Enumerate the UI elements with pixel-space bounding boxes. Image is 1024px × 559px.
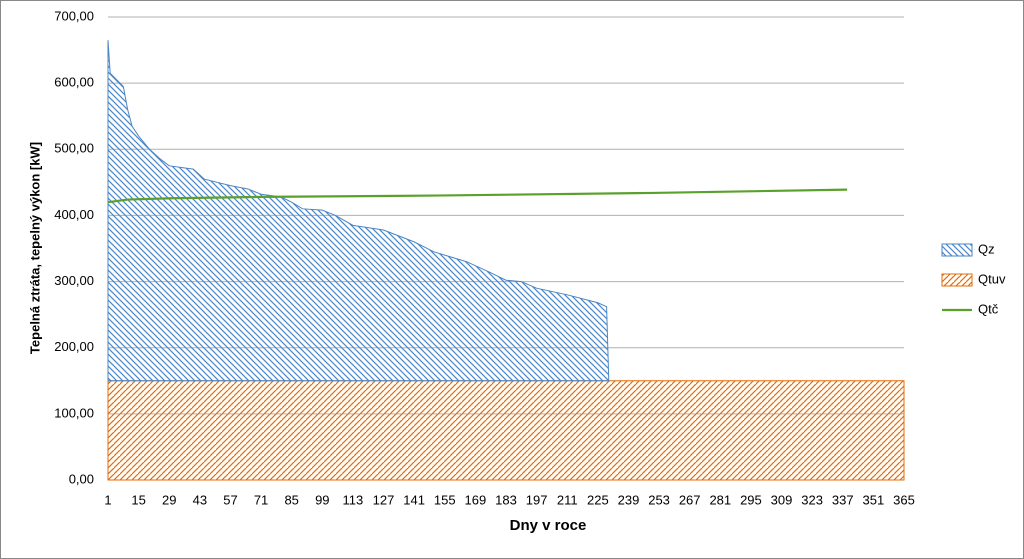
x-tick-label: 197 <box>526 492 548 507</box>
x-tick-label: 323 <box>801 492 823 507</box>
x-tick-label: 183 <box>495 492 517 507</box>
x-tick-label: 127 <box>373 492 395 507</box>
x-tick-label: 29 <box>162 492 176 507</box>
x-tick-label: 225 <box>587 492 609 507</box>
x-tick-label: 365 <box>893 492 915 507</box>
legend-label: Qz <box>978 241 995 256</box>
y-tick-label: 300,00 <box>54 273 94 288</box>
y-tick-label: 400,00 <box>54 207 94 222</box>
x-tick-label: 71 <box>254 492 268 507</box>
legend-swatch <box>941 273 973 287</box>
y-tick-label: 0,00 <box>69 471 94 486</box>
y-axis-title: Tepelná ztráta, tepelný výkon [kW] <box>27 142 42 354</box>
y-tick-label: 700,00 <box>54 8 94 23</box>
legend-swatch <box>941 243 973 257</box>
x-tick-label: 1 <box>104 492 111 507</box>
x-tick-label: 211 <box>557 492 578 507</box>
line <box>107 188 848 204</box>
y-tick-label: 500,00 <box>54 141 94 156</box>
x-tick-label: 99 <box>315 492 329 507</box>
x-tick-label: 155 <box>434 492 456 507</box>
y-tick-label: 100,00 <box>54 405 94 420</box>
legend-label: Qtč <box>978 301 999 316</box>
x-tick-label: 337 <box>832 492 854 507</box>
x-tick-label: 85 <box>284 492 298 507</box>
legend-label: Qtuv <box>978 271 1006 286</box>
x-tick-label: 169 <box>465 492 487 507</box>
x-axis-title: Dny v roce <box>510 517 587 534</box>
x-tick-label: 57 <box>223 492 237 507</box>
x-tick-label: 267 <box>679 492 701 507</box>
area <box>107 380 905 481</box>
area <box>107 40 610 382</box>
x-tick-label: 43 <box>193 492 207 507</box>
y-tick-label: 600,00 <box>54 75 94 90</box>
x-tick-label: 141 <box>403 492 425 507</box>
x-tick-label: 295 <box>740 492 762 507</box>
x-tick-label: 239 <box>618 492 640 507</box>
x-tick-label: 309 <box>771 492 793 507</box>
x-tick-label: 253 <box>648 492 670 507</box>
x-tick-label: 113 <box>343 492 364 507</box>
x-tick-label: 351 <box>863 492 885 507</box>
y-tick-label: 200,00 <box>54 339 94 354</box>
x-tick-label: 281 <box>709 492 731 507</box>
x-tick-label: 15 <box>131 492 145 507</box>
